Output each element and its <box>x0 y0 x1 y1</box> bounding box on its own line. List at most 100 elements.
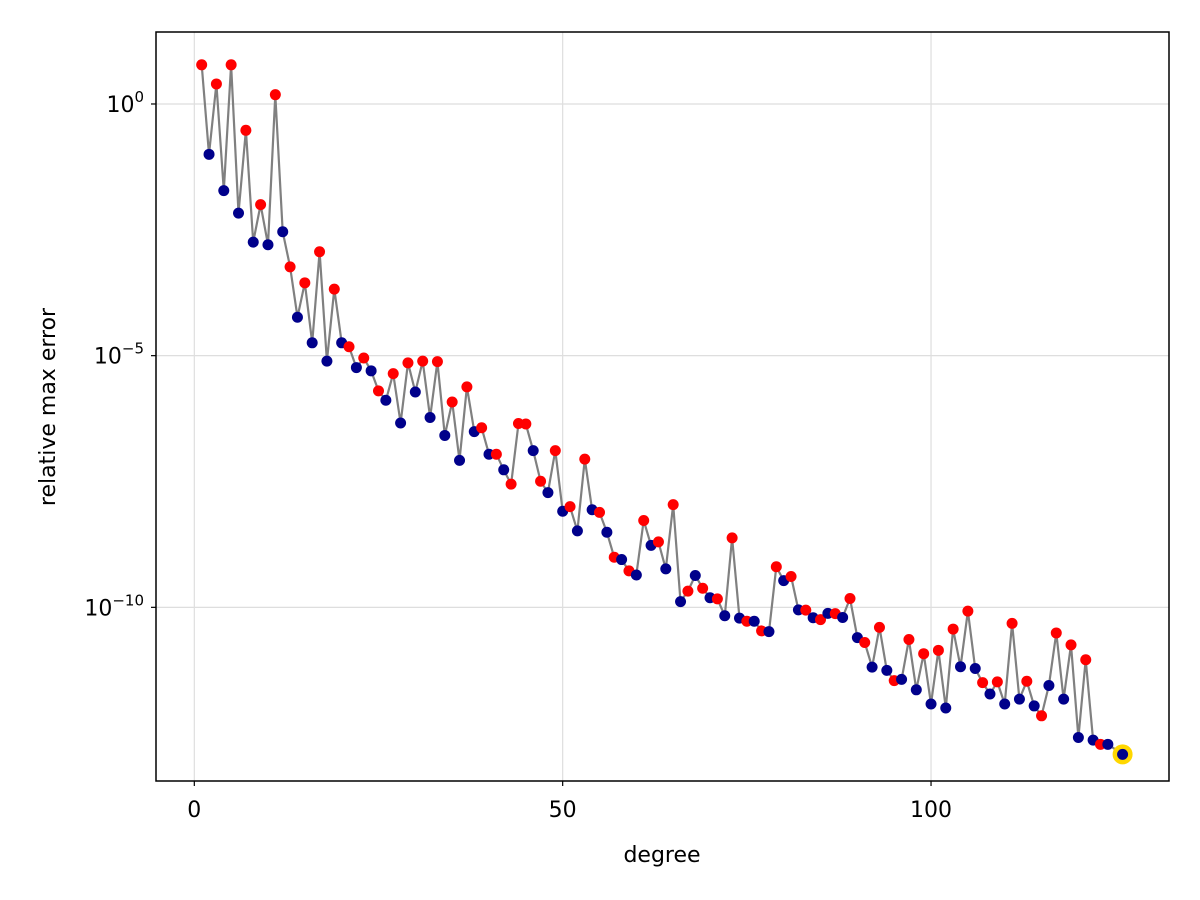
data-point <box>910 684 922 696</box>
data-point <box>571 525 583 537</box>
y-axis-label: relative max error <box>36 307 61 506</box>
data-point <box>896 673 908 685</box>
x-tick-label: 100 <box>910 798 952 823</box>
data-point <box>675 596 687 608</box>
data-point <box>579 453 591 465</box>
data-point <box>726 532 738 544</box>
data-point <box>314 246 326 258</box>
data-point <box>837 611 849 623</box>
data-point <box>984 688 996 700</box>
y-tick-label: 10−5 <box>94 340 144 370</box>
data-point <box>277 226 289 238</box>
data-point <box>372 385 384 397</box>
data-point <box>616 554 628 566</box>
data-point <box>1028 700 1040 712</box>
data-point <box>763 626 775 638</box>
data-point <box>431 356 443 368</box>
data-point <box>365 365 377 377</box>
data-point <box>918 648 930 660</box>
data-point <box>284 261 296 273</box>
data-point <box>999 698 1011 710</box>
data-points <box>196 59 1133 765</box>
data-point <box>991 676 1003 688</box>
data-point <box>233 207 245 219</box>
data-point <box>498 464 510 476</box>
data-point <box>1072 731 1084 743</box>
y-tick-label: 10−10 <box>84 591 144 621</box>
data-point <box>1036 710 1048 722</box>
data-point <box>940 702 952 714</box>
data-point <box>667 499 679 511</box>
data-point <box>225 59 237 71</box>
data-point <box>660 563 672 575</box>
data-point <box>395 417 407 429</box>
data-point <box>549 445 561 457</box>
plot-frame <box>155 31 1170 782</box>
data-point <box>962 605 974 617</box>
data-point <box>947 623 959 635</box>
data-point <box>417 355 429 367</box>
data-point <box>476 422 488 434</box>
data-point <box>328 283 340 295</box>
data-point <box>1065 639 1077 651</box>
data-point <box>719 610 731 622</box>
data-point <box>652 536 664 548</box>
y-axis-ticks: 100 10−5 10−10 <box>84 88 156 621</box>
data-point <box>1050 627 1062 639</box>
data-point <box>321 355 333 367</box>
data-point <box>542 487 554 499</box>
data-point <box>409 386 421 398</box>
data-point <box>358 352 370 364</box>
x-tick-label: 50 <box>549 798 577 823</box>
data-point <box>770 561 782 573</box>
data-point <box>844 592 856 604</box>
x-axis-label: degree <box>623 843 700 868</box>
data-point <box>240 124 252 136</box>
data-point <box>306 337 318 349</box>
data-point <box>1006 617 1018 629</box>
x-axis-ticks: 0 50 100 <box>187 781 952 823</box>
data-point <box>520 418 532 430</box>
data-point <box>601 526 613 538</box>
data-point <box>969 662 981 674</box>
data-point <box>711 593 723 605</box>
data-point <box>903 633 915 645</box>
data-point <box>262 239 274 251</box>
data-point <box>564 501 576 513</box>
data-point <box>350 362 362 374</box>
data-point <box>1117 748 1129 760</box>
data-point <box>218 185 230 197</box>
data-point <box>682 585 694 597</box>
data-point <box>527 445 539 457</box>
data-point <box>380 394 392 406</box>
data-point <box>977 677 989 689</box>
data-point <box>255 199 267 211</box>
data-point <box>1013 693 1025 705</box>
data-point <box>1058 693 1070 705</box>
data-point <box>424 412 436 424</box>
data-point <box>196 59 208 71</box>
data-point <box>446 396 458 408</box>
data-point <box>1102 738 1114 750</box>
data-point <box>505 478 517 490</box>
data-point <box>815 614 827 626</box>
data-point <box>291 311 303 323</box>
data-point <box>490 448 502 460</box>
data-point <box>925 698 937 710</box>
data-point <box>1021 675 1033 687</box>
data-point <box>873 621 885 633</box>
y-tick-label: 100 <box>106 88 144 118</box>
data-point <box>203 148 215 160</box>
data-point <box>210 78 222 90</box>
data-point <box>402 357 414 369</box>
data-point <box>697 582 709 594</box>
data-point <box>748 615 760 627</box>
data-point <box>535 475 547 487</box>
data-point <box>932 644 944 656</box>
data-point <box>866 661 878 673</box>
data-point <box>454 454 466 466</box>
data-point <box>1080 654 1092 666</box>
data-point <box>343 341 355 353</box>
